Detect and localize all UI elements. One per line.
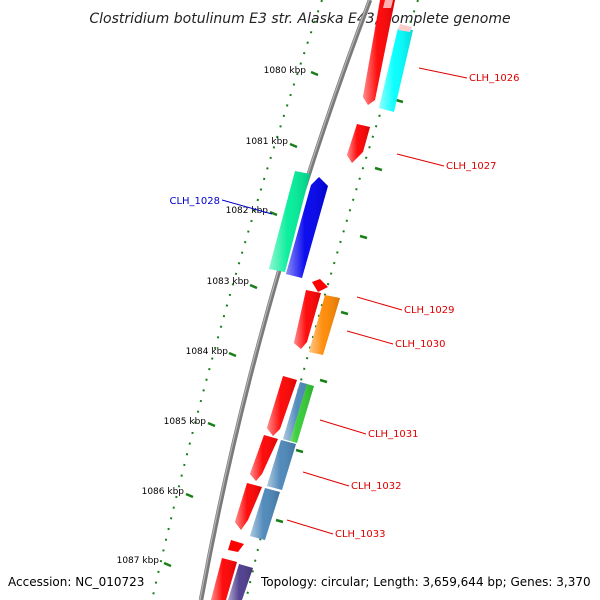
gene-features <box>211 0 413 600</box>
gene-feature[interactable] <box>383 0 393 8</box>
gene-label[interactable]: CLH_1030 <box>395 339 446 350</box>
map-title: Clostridium botulinum E3 str. Alaska E43… <box>89 11 510 27</box>
callout-line <box>286 519 334 535</box>
inner-tick <box>374 166 383 172</box>
tick-1083 <box>249 283 258 290</box>
gene-label[interactable]: CLH_1028 <box>169 196 220 207</box>
callout-line <box>346 330 394 345</box>
gene-label[interactable]: CLH_1029 <box>404 305 455 316</box>
tick-1086 <box>185 492 194 499</box>
scale-label: 1086 kbp <box>142 487 185 497</box>
tick-1084 <box>228 351 237 358</box>
gene-feature[interactable] <box>398 24 412 32</box>
gene-feature <box>267 440 296 490</box>
scale-label: 1082 kbp <box>226 206 269 216</box>
callout-lines <box>221 67 468 535</box>
genome-backbone <box>198 0 373 600</box>
callout-line <box>396 153 445 167</box>
tick-1085 <box>207 421 216 428</box>
gene-feature <box>269 171 310 272</box>
gene-feature[interactable] <box>312 279 328 292</box>
inner-tick <box>319 378 328 384</box>
gene-feature <box>211 558 237 600</box>
scale-labels: 1080 kbp 1081 kbp 1082 kbp 1083 kbp 1084… <box>117 66 307 566</box>
gene-label[interactable]: CLH_1033 <box>335 529 386 540</box>
tick-1087 <box>163 561 172 568</box>
tick-1081 <box>289 142 298 149</box>
scale-label: 1081 kbp <box>246 137 289 147</box>
callout-line <box>319 419 367 435</box>
scale-label: 1083 kbp <box>207 277 250 287</box>
gene-label[interactable]: CLH_1027 <box>446 161 497 172</box>
gene-feature[interactable] <box>228 540 244 552</box>
callout-line <box>356 296 403 311</box>
tick-1082 <box>269 210 278 217</box>
scale-label: 1087 kbp <box>117 556 160 566</box>
inner-tick <box>295 448 304 454</box>
gene-label[interactable]: CLH_1026 <box>469 73 520 84</box>
inner-tick <box>340 310 349 316</box>
inner-tick <box>359 234 368 240</box>
gene-feature <box>283 382 314 443</box>
callout-line <box>302 471 350 487</box>
footer-left-bg <box>4 572 146 592</box>
gene-feature <box>267 376 297 436</box>
footer-right-bg <box>256 572 596 592</box>
scale-label: 1084 kbp <box>186 347 229 357</box>
inner-ticks <box>275 98 404 524</box>
callout-line <box>418 67 468 79</box>
outer-dotted-track <box>151 0 323 600</box>
gene-feature <box>250 435 278 481</box>
gene-labels: CLH_1026 CLH_1027 CLH_1028 CLH_1029 CLH_… <box>169 73 519 540</box>
tick-1080 <box>310 70 319 77</box>
inner-tick <box>275 518 284 524</box>
callout-line <box>221 199 273 215</box>
scale-label: 1085 kbp <box>164 417 207 427</box>
accession-text: Accession: NC_010723 <box>8 575 144 589</box>
inner-tick <box>395 98 404 104</box>
gene-feature <box>379 28 413 112</box>
gene-feature <box>363 0 395 105</box>
major-ticks <box>163 70 319 568</box>
gene-feature <box>294 290 321 349</box>
gene-label[interactable]: CLH_1032 <box>351 481 402 492</box>
gene-feature <box>347 124 370 163</box>
gene-label[interactable]: CLH_1031 <box>368 429 419 440</box>
gene-feature <box>309 295 340 355</box>
genome-backbone-highlight <box>199 0 370 600</box>
gene-feature <box>235 483 262 530</box>
gene-feature <box>228 564 253 600</box>
topology-text: Topology: circular; Length: 3,659,644 bp… <box>260 575 591 589</box>
gene-feature <box>250 488 280 540</box>
gene-feature <box>286 177 328 278</box>
scale-label: 1080 kbp <box>264 66 307 76</box>
